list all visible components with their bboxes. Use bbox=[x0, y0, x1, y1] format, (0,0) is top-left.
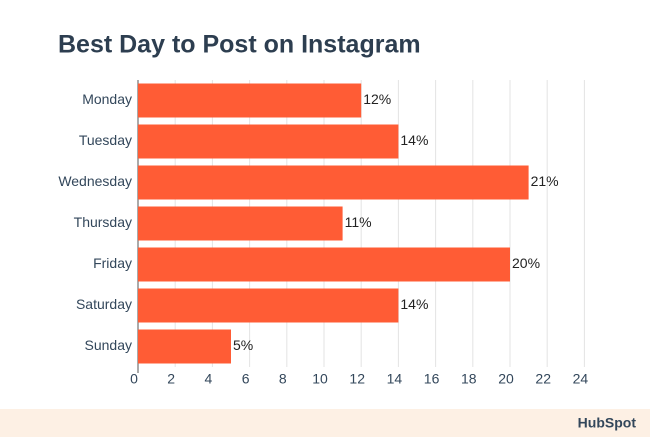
bar bbox=[138, 165, 529, 200]
x-tick-label: 6 bbox=[242, 371, 250, 387]
y-tick-label: Monday bbox=[82, 91, 132, 107]
value-label: 12% bbox=[363, 91, 391, 107]
y-tick-label: Friday bbox=[93, 255, 132, 271]
bar bbox=[138, 288, 399, 323]
chart-title: Best Day to Post on Instagram bbox=[58, 31, 421, 59]
footer-band bbox=[0, 409, 650, 437]
y-tick-label: Sunday bbox=[85, 337, 132, 353]
x-tick-label: 24 bbox=[573, 371, 589, 387]
y-tick-label: Saturday bbox=[76, 296, 132, 312]
x-tick-label: 12 bbox=[349, 371, 365, 387]
x-tick-label: 18 bbox=[461, 371, 477, 387]
x-tick-label: 16 bbox=[424, 371, 440, 387]
value-label: 5% bbox=[233, 337, 253, 353]
value-label: 21% bbox=[531, 173, 559, 189]
bar bbox=[138, 124, 399, 159]
bar bbox=[138, 247, 510, 282]
value-label: 20% bbox=[512, 255, 540, 271]
bar bbox=[138, 206, 343, 241]
x-tick-label: 8 bbox=[279, 371, 287, 387]
x-tick-label: 14 bbox=[387, 371, 403, 387]
x-tick-label: 20 bbox=[498, 371, 514, 387]
bar bbox=[138, 83, 362, 118]
x-tick-label: 4 bbox=[205, 371, 213, 387]
x-tick-label: 2 bbox=[167, 371, 175, 387]
y-tick-label: Tuesday bbox=[79, 132, 132, 148]
y-tick-label: Wednesday bbox=[58, 173, 132, 189]
y-tick-label: Thursday bbox=[74, 214, 132, 230]
x-tick-label: 0 bbox=[130, 371, 138, 387]
brand-logo: HubSpot bbox=[578, 415, 637, 431]
value-label: 14% bbox=[400, 296, 428, 312]
x-tick-label: 22 bbox=[535, 371, 551, 387]
value-label: 14% bbox=[400, 132, 428, 148]
x-tick-label: 10 bbox=[312, 371, 328, 387]
value-label: 11% bbox=[345, 214, 372, 230]
bar bbox=[138, 329, 231, 364]
